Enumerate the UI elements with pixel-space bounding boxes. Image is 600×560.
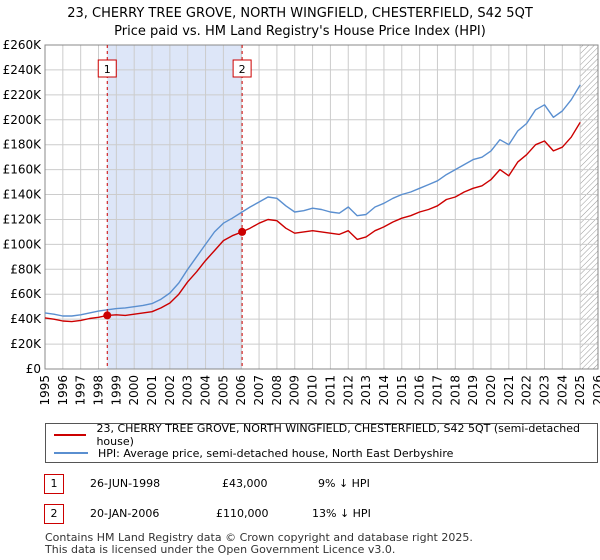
sale-marker-box (232, 59, 252, 78)
hatched-forecast-region (580, 45, 598, 369)
legend-entry-hpi: HPI: Average price, semi-detached house,… (54, 445, 453, 461)
x-tick-label: 2013 (359, 375, 373, 406)
y-tick-label: £220K (3, 88, 43, 102)
x-tick-label: 2024 (555, 375, 569, 406)
x-tick-label: 2009 (288, 375, 302, 406)
y-tick-label: £80K (10, 262, 42, 276)
transaction-hpi-diff: 9% ↓ HPI (318, 477, 370, 490)
transaction-date: 26-JUN-1998 (90, 477, 161, 490)
sale-point (238, 227, 247, 236)
x-tick-label: 2015 (395, 375, 409, 406)
footer-licence: This data is licensed under the Open Gov… (45, 543, 396, 556)
y-tick-label: £40K (10, 312, 42, 326)
y-tick-label: £140K (3, 188, 43, 202)
chart-subtitle: Price paid vs. HM Land Registry's House … (114, 24, 486, 39)
x-tick-label: 2008 (270, 375, 284, 406)
transaction-price: £110,000 (216, 507, 269, 520)
x-tick-label: 2016 (413, 375, 427, 406)
x-tick-label: 2021 (502, 375, 516, 406)
x-tick-label: 2018 (448, 375, 462, 406)
x-tick-label: 2022 (520, 375, 534, 406)
sale-point (103, 311, 112, 320)
y-tick-label: £260K (3, 38, 43, 52)
y-tick-label: £120K (3, 212, 43, 226)
x-tick-label: 2007 (252, 375, 266, 406)
sale-marker-label: 1 (104, 63, 111, 76)
legend-swatch-property (54, 434, 87, 436)
sale-marker-label: 2 (239, 63, 246, 76)
y-tick-label: £200K (3, 113, 43, 127)
price-chart: £0 £20K £40K £60K £80K £100K £120K £140K £160K £1… (3, 38, 600, 406)
y-tick-label: £100K (3, 237, 43, 251)
y-tick-label: £240K (3, 63, 43, 77)
x-tick-label: 2005 (216, 375, 230, 406)
y-tick-label: £20K (10, 337, 42, 351)
x-tick-label: 1996 (56, 375, 70, 406)
transaction-hpi-diff: 13% ↓ HPI (312, 507, 371, 520)
chart-title: 23, CHERRY TREE GROVE, NORTH WINGFIELD, … (67, 6, 533, 21)
x-tick-label: 2006 (234, 375, 248, 406)
x-tick-label: 2004 (199, 375, 213, 406)
x-tick-label: 2020 (484, 375, 498, 406)
x-tick-label: 2012 (341, 375, 355, 406)
footer-copyright: Contains HM Land Registry data © Crown c… (45, 531, 473, 544)
x-tick-label: 2026 (591, 375, 600, 406)
legend-entry-property: 23, CHERRY TREE GROVE, NORTH WINGFIELD, … (54, 422, 597, 448)
chart-legend: 23, CHERRY TREE GROVE, NORTH WINGFIELD, … (45, 422, 598, 463)
x-tick-label: 2002 (163, 375, 177, 406)
y-tick-label: £160K (3, 163, 43, 177)
legend-label-property: 23, CHERRY TREE GROVE, NORTH WINGFIELD, … (96, 422, 580, 448)
x-tick-label: 2011 (323, 375, 337, 406)
x-tick-label: 1997 (74, 375, 88, 406)
x-tick-label: 1995 (38, 375, 52, 406)
transaction-number-badge: 2 (44, 504, 64, 524)
transaction-number-badge: 1 (44, 474, 64, 494)
x-tick-label: 1998 (92, 375, 106, 406)
property-price-line (44, 121, 581, 323)
x-tick-label: 2023 (537, 375, 551, 406)
x-tick-label: 2000 (127, 375, 141, 406)
x-tick-label: 2001 (145, 375, 159, 406)
y-tick-label: £60K (10, 287, 42, 301)
x-tick-label: 2014 (377, 375, 391, 406)
transaction-date: 20-JAN-2006 (90, 507, 160, 520)
x-tick-label: 2003 (181, 375, 195, 406)
hpi-line (44, 84, 581, 317)
x-tick-label: 2025 (573, 375, 587, 406)
legend-label-hpi: HPI: Average price, semi-detached house,… (98, 446, 454, 460)
y-tick-label: £0 (26, 362, 41, 376)
y-tick-label: £180K (3, 138, 43, 152)
shaded-period (107, 45, 243, 369)
x-tick-label: 2010 (306, 375, 320, 406)
x-tick-label: 2017 (430, 375, 444, 406)
x-tick-label: 2019 (466, 375, 480, 406)
plot-frame (44, 44, 599, 370)
x-tick-label: 1999 (109, 375, 123, 406)
legend-swatch-hpi (54, 452, 88, 454)
sale-marker-box (97, 59, 117, 78)
transaction-price: £43,000 (222, 477, 268, 490)
